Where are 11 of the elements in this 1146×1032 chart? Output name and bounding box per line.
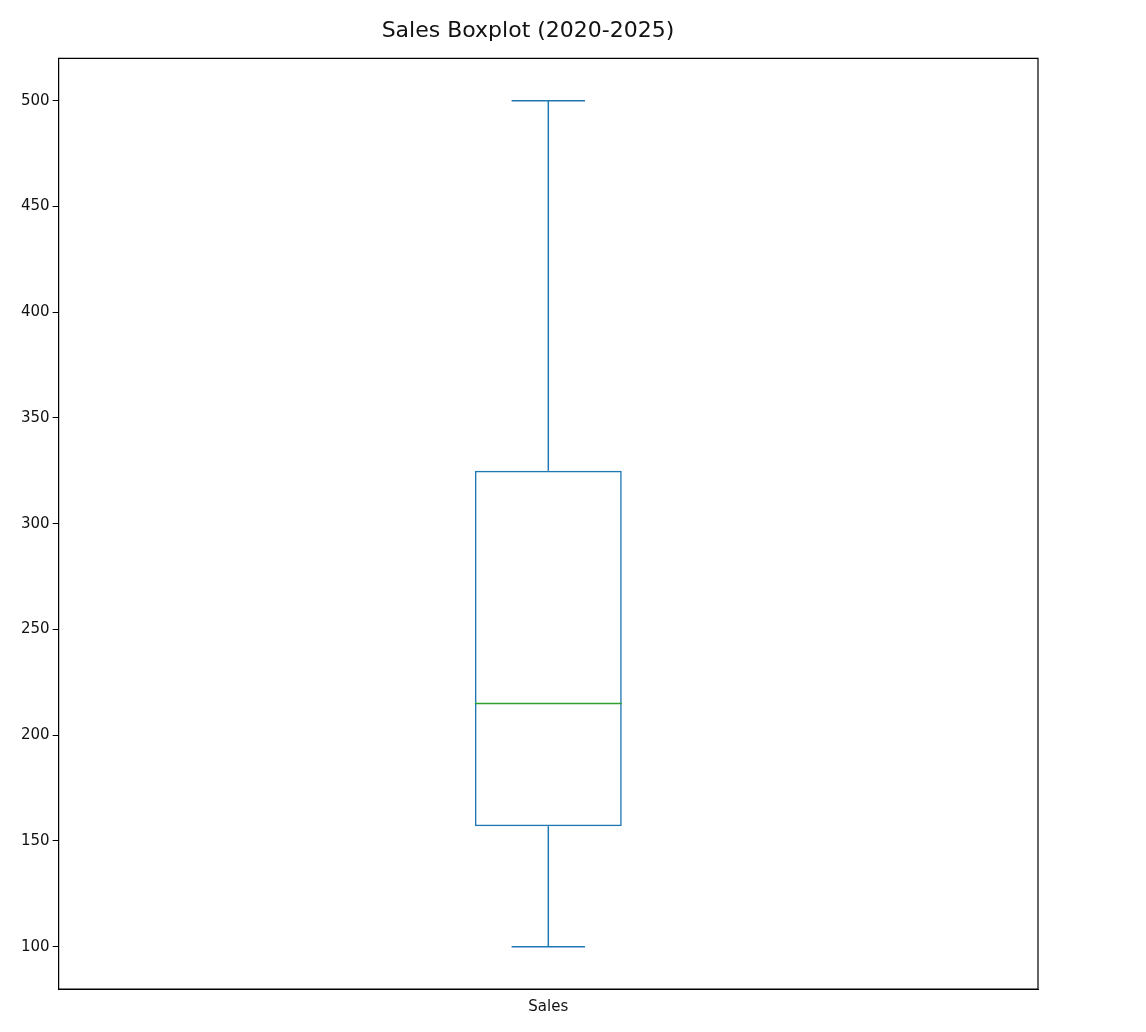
y-tick-label: 500	[20, 90, 50, 109]
y-tick-label: 400	[20, 302, 50, 321]
y-tick-label: 450	[20, 196, 50, 215]
y-tick-label: 300	[20, 513, 50, 532]
y-tick-label: 200	[20, 725, 50, 744]
y-tick-label: 250	[20, 619, 50, 638]
y-tick-label: 150	[20, 830, 50, 849]
chart-title: Sales Boxplot (2020-2025)	[381, 16, 675, 42]
y-tick-label: 350	[20, 407, 50, 426]
y-tick-label: 100	[20, 936, 50, 955]
x-tick-label: Sales	[528, 996, 569, 1015]
